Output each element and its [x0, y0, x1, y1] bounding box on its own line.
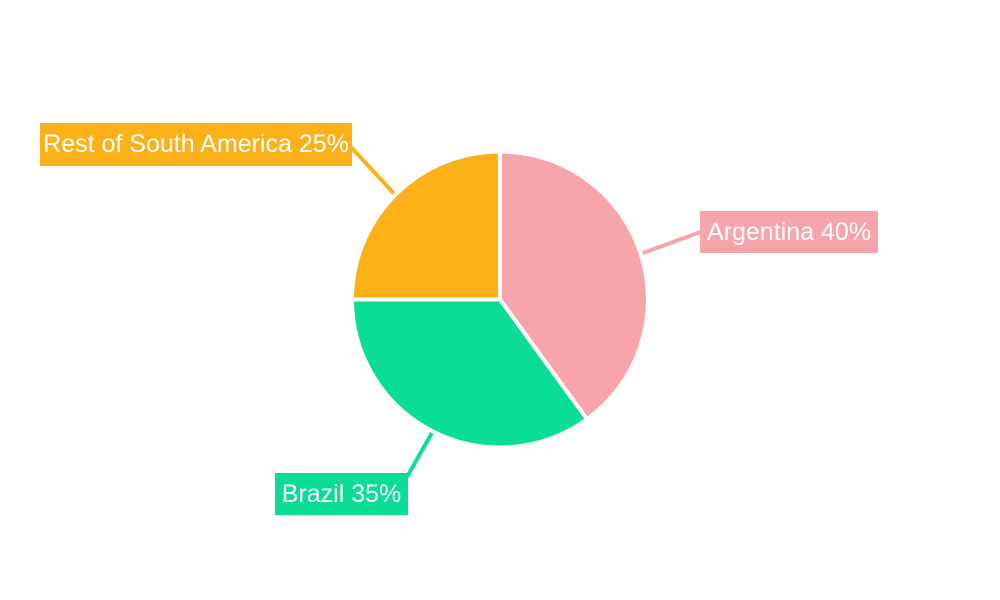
- pie-slice-argentina[interactable]: [498, 149, 650, 422]
- slice-label-rest-of-south-america: Rest of South America 25%: [40, 123, 352, 166]
- pie-slice-brazil[interactable]: [350, 297, 589, 450]
- leader-line-rest-of-south-america: [347, 143, 401, 201]
- slice-label-brazil: Brazil 35%: [275, 473, 408, 515]
- slice-label-argentina: Argentina 40%: [700, 211, 878, 253]
- leader-line-brazil: [405, 425, 438, 478]
- leader-line-argentina: [634, 229, 704, 258]
- pie-slice-rest-of-south-america[interactable]: [350, 149, 502, 302]
